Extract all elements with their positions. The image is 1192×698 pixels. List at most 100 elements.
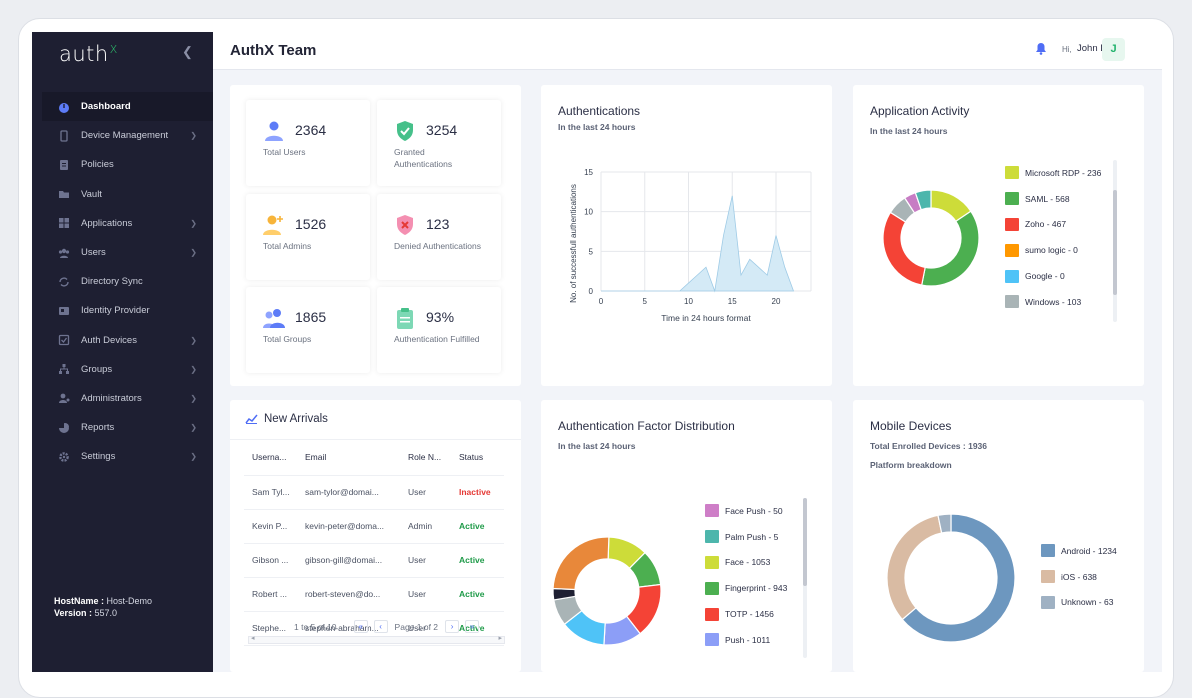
legend-label: iOS - 638 xyxy=(1061,571,1097,582)
legend-item[interactable]: Android - 1234 xyxy=(1041,538,1141,564)
legend-label: sumo logic - 0 xyxy=(1025,245,1078,256)
stat-tile: 1865 Total Groups xyxy=(246,287,370,373)
legend-label: Android - 1234 xyxy=(1061,545,1117,556)
shield-x-icon xyxy=(397,215,413,235)
bell-icon[interactable] xyxy=(1035,42,1047,58)
grid-icon xyxy=(59,218,69,229)
sidebar-item-groups[interactable]: Groups ❯ xyxy=(42,355,213,384)
donut-slice[interactable] xyxy=(914,189,932,211)
sidebar-item-device-management[interactable]: Device Management ❯ xyxy=(42,121,213,150)
avatar[interactable]: J xyxy=(1102,38,1125,61)
donut-slice[interactable] xyxy=(882,211,926,286)
chevron-right-icon: ❯ xyxy=(190,393,197,403)
column-header[interactable]: Role N... xyxy=(400,440,451,476)
y-tick-label: 10 xyxy=(584,208,593,217)
factor-distribution-donut xyxy=(552,536,662,646)
x-tick-label: 10 xyxy=(684,297,693,306)
donut-slice[interactable] xyxy=(901,513,1016,643)
chevron-right-icon: ❯ xyxy=(190,131,197,141)
legend-item[interactable]: Face - 1053 xyxy=(705,550,810,576)
new-arrivals-card: New Arrivals Userna... Email Role N... Stat… xyxy=(230,400,521,672)
user-name[interactable]: John Doe xyxy=(1077,43,1118,54)
collapse-sidebar-icon[interactable]: ❮ xyxy=(182,44,193,59)
legend-item[interactable]: Google - 0 xyxy=(1005,263,1115,289)
donut-slice[interactable] xyxy=(552,536,610,591)
legend-item[interactable]: Microsoft RDP - 236 xyxy=(1005,160,1115,186)
sidebar-item-directory-sync[interactable]: Directory Sync xyxy=(42,267,213,296)
cell-role: User xyxy=(400,577,451,612)
donut-slice[interactable] xyxy=(920,210,980,287)
legend-item[interactable]: TOTP - 1456 xyxy=(705,601,810,627)
group-icon xyxy=(263,309,285,328)
sidebar-item-label: Administrators xyxy=(81,392,142,404)
legend-item[interactable]: Fingerprint - 943 xyxy=(705,575,810,601)
sidebar-item-identity-provider[interactable]: Identity Provider xyxy=(42,296,213,325)
legend-item[interactable]: Face Push - 50 xyxy=(705,498,810,524)
legend-scrollbar[interactable] xyxy=(803,498,807,658)
legend-item[interactable]: Windows - 103 xyxy=(1005,289,1115,315)
chevron-right-icon: ❯ xyxy=(190,335,197,345)
table-row[interactable]: Gibson ... gibson-gill@domai... User Active xyxy=(244,543,504,578)
column-header[interactable]: Status xyxy=(451,440,504,476)
legend-item[interactable]: sumo logic - 0 xyxy=(1005,237,1115,263)
legend-label: Push - 1011 xyxy=(725,634,771,645)
last-page-button[interactable]: » xyxy=(465,620,480,633)
column-header[interactable]: Email xyxy=(297,440,400,476)
sidebar-item-label: Identity Provider xyxy=(81,305,150,317)
table-row[interactable]: Robert ... robert-steven@do... User Active xyxy=(244,577,504,612)
legend-item[interactable]: Push - 1011 xyxy=(705,627,810,653)
legend-item[interactable]: Palm Push - 5 xyxy=(705,524,810,550)
sidebar-item-label: Policies xyxy=(81,159,114,171)
table-row[interactable]: Sam Tyl... sam-tylor@domai... User Inactive xyxy=(244,475,504,510)
sidebar-item-policies[interactable]: Policies xyxy=(42,150,213,179)
greeting: Hi, xyxy=(1062,45,1072,54)
admin-icon xyxy=(59,394,70,404)
prev-page-button[interactable]: ‹ xyxy=(373,620,388,633)
table-row[interactable]: Kevin P... kevin-peter@doma... Admin Active xyxy=(244,509,504,544)
sidebar-item-vault[interactable]: Vault xyxy=(42,180,213,209)
next-page-button[interactable]: › xyxy=(445,620,460,633)
legend-item[interactable]: Zoho - 467 xyxy=(1005,212,1115,238)
cell-status: Active xyxy=(451,577,504,612)
sidebar-item-label: Users xyxy=(81,247,106,259)
first-page-button[interactable]: « xyxy=(353,620,368,633)
stats-card: 2364 Total Users 3254 Granted Authenticatio… xyxy=(230,85,521,386)
legend-swatch xyxy=(1005,243,1019,257)
legend-swatch xyxy=(1041,595,1055,609)
legend-item[interactable]: iOS - 638 xyxy=(1041,564,1141,590)
admin-add-icon xyxy=(263,215,283,235)
sidebar-item-administrators[interactable]: Administrators ❯ xyxy=(42,384,213,413)
sidebar-item-label: Applications xyxy=(81,217,133,229)
hierarchy-icon xyxy=(59,364,69,375)
sidebar-item-settings[interactable]: Settings ❯ xyxy=(42,442,213,471)
stat-value: 3254 xyxy=(426,122,458,138)
legend-item[interactable]: SAML - 568 xyxy=(1005,186,1115,212)
area-series xyxy=(601,195,795,293)
cell-status: Active xyxy=(451,509,504,544)
legend-label: Zoho - 467 xyxy=(1025,219,1067,230)
stat-label: Authentication Fulfilled xyxy=(394,334,480,344)
horizontal-scrollbar[interactable]: ◂ ▸ xyxy=(248,635,505,644)
legend-swatch xyxy=(1005,217,1019,231)
checkbox-icon xyxy=(58,334,70,346)
sidebar-item-label: Reports xyxy=(81,422,115,434)
legend-swatch xyxy=(1005,269,1019,283)
sidebar-item-dashboard[interactable]: Dashboard xyxy=(42,92,213,122)
legend-label: Windows - 103 xyxy=(1025,296,1082,307)
legend-item[interactable]: Unknown - 63 xyxy=(1041,590,1141,616)
sidebar-item-label: Auth Devices xyxy=(81,334,137,346)
clipboard-icon xyxy=(397,308,413,329)
column-header[interactable]: Userna... xyxy=(244,440,297,476)
sidebar-item-applications[interactable]: Applications ❯ xyxy=(42,209,213,238)
donut-slice[interactable] xyxy=(886,514,943,621)
sidebar-item-users[interactable]: Users ❯ xyxy=(42,238,213,267)
cell-role: Admin xyxy=(400,509,451,544)
sidebar-item-reports[interactable]: Reports ❯ xyxy=(42,413,213,442)
sidebar-item-auth-devices[interactable]: Auth Devices ❯ xyxy=(42,326,213,355)
card-subtitle: In the last 24 hours xyxy=(558,441,636,451)
donut-slice[interactable] xyxy=(937,513,952,534)
legend-scrollbar[interactable] xyxy=(1113,160,1117,322)
app-logo[interactable]: authX xyxy=(59,42,118,66)
policy-icon xyxy=(60,159,68,170)
stat-value: 1526 xyxy=(295,216,327,232)
